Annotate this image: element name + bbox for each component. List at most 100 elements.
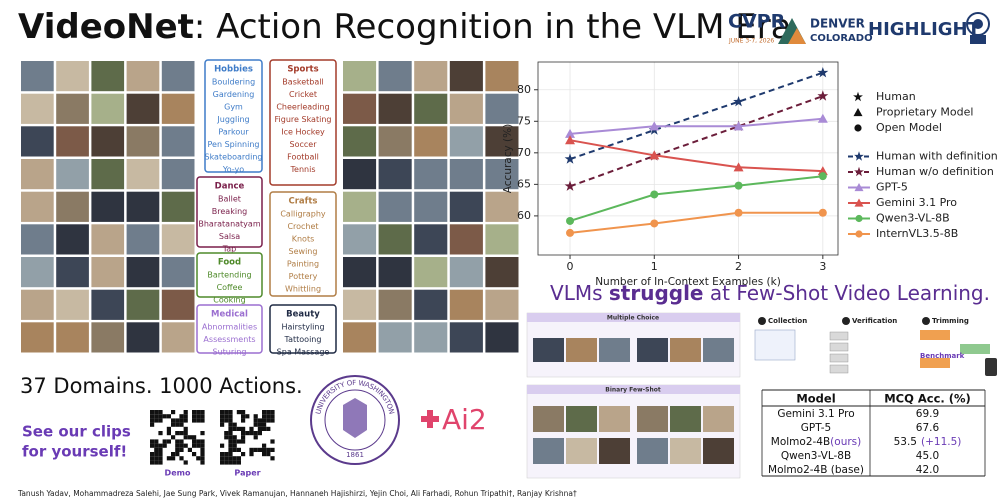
marker (565, 128, 576, 138)
qr-module (196, 418, 201, 423)
qr-module (228, 414, 233, 419)
qr-module (262, 422, 267, 427)
qr-module (270, 410, 275, 415)
qr-module (150, 460, 155, 465)
qr-label: Demo (165, 469, 191, 478)
photo (343, 289, 377, 320)
table-cell: 53.5 (+11.5) (894, 436, 962, 448)
domain-item: Gardening (213, 90, 255, 99)
legend-label: Human (876, 90, 916, 103)
model-tag: (ours) (830, 436, 861, 448)
domain-item: Breaking (212, 207, 247, 216)
series-line (569, 211, 823, 234)
thumbnail (670, 338, 701, 362)
qr-module (179, 418, 184, 423)
photo (56, 126, 89, 157)
qr-module (171, 410, 176, 415)
qr-module (179, 443, 184, 448)
series-line (569, 139, 823, 173)
photo (343, 257, 377, 288)
qr-module (241, 414, 246, 419)
table-cell: Gemini 3.1 Pro (777, 408, 854, 420)
photo (449, 322, 483, 353)
thumbnail (637, 338, 668, 362)
pipeline: Collection Verification Trimming Benchmark (754, 317, 997, 376)
table-cell: Molmo2-4B (base) (768, 464, 864, 476)
qr-module (232, 443, 237, 448)
photo (449, 93, 483, 124)
marker (817, 90, 829, 101)
plot-frame (537, 61, 839, 256)
x-tick-label: 0 (567, 260, 574, 273)
domain-item: Assessments (203, 335, 255, 344)
qr-module (183, 418, 188, 423)
qr-module (196, 439, 201, 444)
thumbnail (599, 338, 630, 362)
photo (56, 224, 89, 255)
photo (414, 93, 448, 124)
domain-item: Basketball (282, 78, 323, 87)
qr-module (196, 443, 201, 448)
domain-item: Suturing (212, 348, 246, 357)
x-tick-label: 1 (651, 260, 658, 273)
photo (161, 322, 195, 353)
photo (414, 61, 448, 92)
photo (161, 191, 195, 222)
photo (378, 289, 412, 320)
qr-module (224, 452, 229, 457)
qr-module (150, 439, 155, 444)
photo (378, 224, 412, 255)
qr-module (200, 452, 205, 457)
domain-box (196, 304, 263, 354)
photo-grid (21, 61, 519, 353)
marker (734, 208, 743, 217)
legend-marker (854, 124, 862, 132)
qr-module (179, 439, 184, 444)
qr-module (220, 422, 225, 427)
qr-module (150, 456, 155, 461)
photo (91, 322, 125, 353)
qr-module (224, 460, 229, 465)
photo (56, 289, 89, 320)
y-tick-label: 60 (517, 209, 531, 222)
photo (161, 224, 195, 255)
qr-module (257, 447, 262, 452)
title-bold: VideoNet (18, 7, 194, 47)
qr-module (158, 443, 163, 448)
qr-module (241, 418, 246, 423)
conference: CVPR (728, 11, 786, 33)
title-rest: : Action Recognition in the VLM Era (194, 7, 792, 47)
photo (126, 322, 160, 353)
domain-item: Ice Hockey (281, 128, 325, 137)
qr-module (154, 447, 159, 452)
photo (449, 289, 483, 320)
qr-module (166, 426, 171, 431)
panel-title: Multiple Choice (607, 315, 659, 322)
city: DENVER (810, 17, 865, 31)
model-name: Gemini 3.1 Pro (777, 408, 854, 420)
thumbnail (599, 438, 630, 464)
model-name: Qwen3-VL-8B (781, 450, 851, 462)
qr-module (175, 418, 180, 423)
photo (21, 126, 54, 157)
qr-module (179, 422, 184, 427)
qr-module (236, 447, 241, 452)
photo (21, 93, 54, 124)
photo (378, 257, 412, 288)
photo (56, 322, 89, 353)
qr-module (232, 439, 237, 444)
ai2-icon (427, 410, 433, 428)
qr-module (266, 410, 271, 415)
qr-module (262, 410, 267, 415)
qr-module (158, 410, 163, 415)
domain-item: Gym (224, 103, 243, 112)
photo (485, 322, 519, 353)
photo (414, 191, 448, 222)
domain-item: Figure Skating (275, 115, 332, 124)
y-axis-label: Accuracy (%) (502, 124, 514, 193)
qr-module (266, 447, 271, 452)
domain-boxes: Hobbies Bouldering Gardening Gym Juggling Par… (196, 59, 337, 357)
qr-module (266, 418, 271, 423)
